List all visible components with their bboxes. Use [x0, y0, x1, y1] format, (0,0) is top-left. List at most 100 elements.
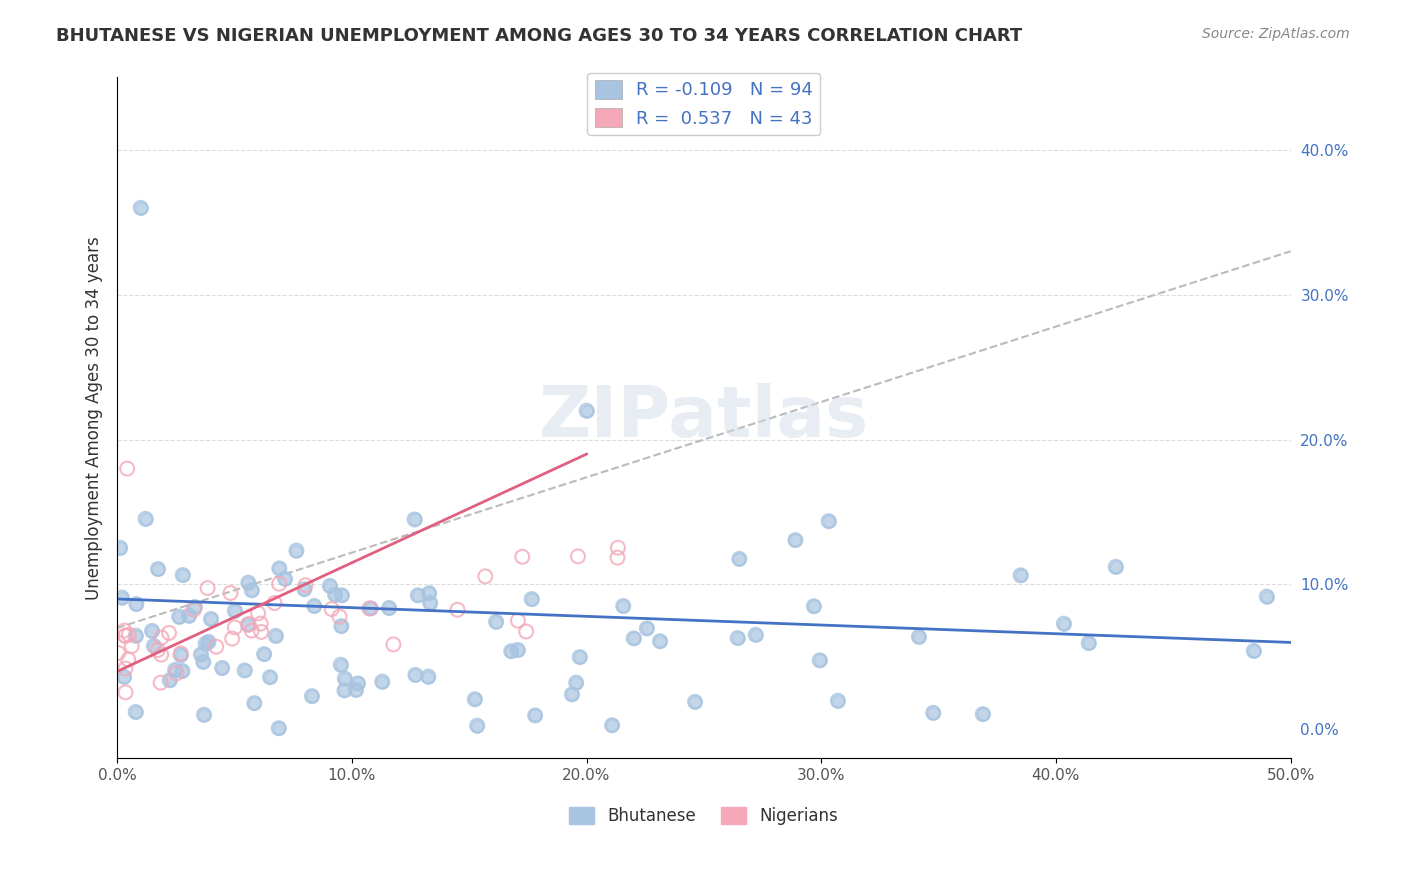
- Point: [344, 682, 367, 697]
- Point: [648, 634, 671, 648]
- Point: [328, 609, 350, 624]
- Point: [269, 561, 291, 575]
- Point: [263, 596, 285, 610]
- Point: [636, 622, 658, 636]
- Point: [515, 624, 537, 639]
- Point: [194, 637, 217, 651]
- Point: [219, 586, 242, 600]
- Point: [190, 648, 212, 662]
- Point: [243, 696, 266, 710]
- Point: [506, 643, 529, 657]
- Point: [817, 514, 839, 528]
- Point: [194, 637, 217, 651]
- Point: [243, 696, 266, 710]
- Point: [404, 668, 426, 682]
- Point: [600, 718, 623, 732]
- Point: [125, 597, 148, 611]
- Point: [167, 609, 190, 624]
- Point: [149, 675, 172, 690]
- Point: [253, 647, 276, 661]
- Point: [250, 624, 273, 639]
- Point: [808, 653, 831, 667]
- Point: [259, 670, 281, 684]
- Point: [1010, 568, 1032, 582]
- Point: [908, 630, 931, 644]
- Point: [360, 601, 382, 615]
- Point: [274, 572, 297, 586]
- Point: [211, 661, 233, 675]
- Point: [112, 624, 135, 638]
- Point: [125, 629, 148, 643]
- Point: [172, 664, 194, 678]
- Point: [205, 640, 228, 654]
- Point: [565, 675, 588, 690]
- Text: Source: ZipAtlas.com: Source: ZipAtlas.com: [1202, 27, 1350, 41]
- Point: [922, 706, 945, 720]
- Point: [329, 657, 352, 672]
- Point: [683, 695, 706, 709]
- Point: [183, 600, 205, 615]
- Point: [267, 721, 290, 735]
- Point: [378, 601, 401, 615]
- Point: [319, 579, 342, 593]
- Point: [636, 622, 658, 636]
- Point: [247, 607, 270, 621]
- Point: [1053, 616, 1076, 631]
- Point: [333, 683, 356, 698]
- Legend: Bhutanese, Nigerians: Bhutanese, Nigerians: [562, 800, 845, 831]
- Point: [972, 707, 994, 722]
- Point: [141, 624, 163, 638]
- Point: [124, 705, 146, 719]
- Point: [728, 552, 751, 566]
- Point: [465, 718, 488, 732]
- Point: [330, 588, 353, 602]
- Point: [112, 670, 135, 684]
- Point: [568, 650, 591, 665]
- Point: [382, 637, 405, 651]
- Point: [172, 568, 194, 582]
- Point: [404, 512, 426, 526]
- Point: [744, 628, 766, 642]
- Point: [177, 608, 200, 623]
- Point: [785, 533, 807, 548]
- Point: [285, 543, 308, 558]
- Point: [301, 689, 323, 703]
- Point: [294, 578, 316, 592]
- Point: [238, 575, 260, 590]
- Point: [211, 661, 233, 675]
- Point: [728, 552, 751, 566]
- Point: [159, 673, 181, 688]
- Point: [200, 612, 222, 626]
- Point: [565, 675, 588, 690]
- Point: [419, 596, 441, 610]
- Point: [157, 626, 180, 640]
- Point: [142, 639, 165, 653]
- Point: [404, 512, 426, 526]
- Point: [827, 694, 849, 708]
- Point: [323, 588, 346, 602]
- Point: [1243, 644, 1265, 658]
- Point: [1010, 568, 1032, 582]
- Point: [240, 583, 263, 598]
- Point: [249, 616, 271, 631]
- Point: [506, 643, 529, 657]
- Point: [360, 601, 382, 615]
- Point: [612, 599, 634, 613]
- Point: [418, 586, 440, 600]
- Point: [330, 619, 353, 633]
- Point: [333, 672, 356, 686]
- Point: [259, 670, 281, 684]
- Point: [321, 602, 343, 616]
- Point: [190, 648, 212, 662]
- Point: [200, 612, 222, 626]
- Point: [1077, 636, 1099, 650]
- Point: [294, 582, 316, 597]
- Point: [159, 673, 181, 688]
- Point: [371, 674, 394, 689]
- Point: [233, 664, 256, 678]
- Point: [125, 597, 148, 611]
- Point: [972, 707, 994, 722]
- Point: [333, 672, 356, 686]
- Point: [125, 629, 148, 643]
- Point: [170, 646, 193, 660]
